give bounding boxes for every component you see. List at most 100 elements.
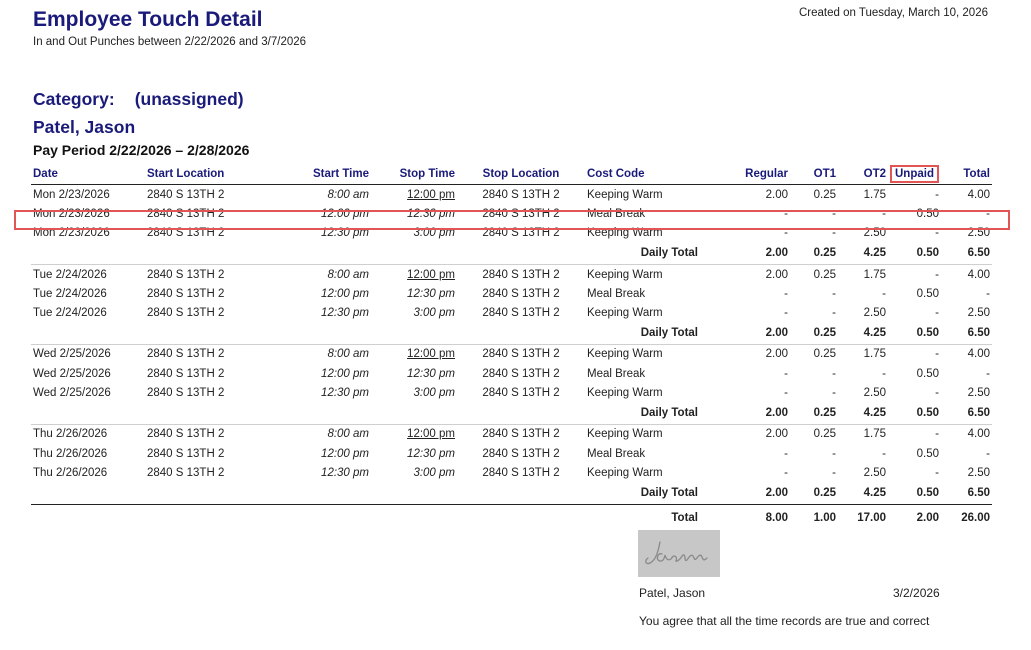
cell-stop-location: 2840 S 13TH 2: [482, 227, 560, 240]
cell-ot2: 2.50: [863, 227, 886, 240]
category-value: (unassigned): [134, 89, 244, 109]
cell-date: Thu 2/26/2026: [33, 466, 108, 479]
cell-total: 26.00: [961, 511, 990, 524]
stop-time-value: 12:00 pm: [407, 348, 455, 361]
cell-ot1: 0.25: [790, 242, 838, 265]
col-start-time: Start Time: [277, 164, 371, 185]
cell-unpaid: 0.50: [916, 367, 939, 380]
cell-ot1: -: [832, 307, 836, 320]
col-stop-location: Stop Location: [457, 164, 585, 185]
cell-unpaid: 0.50: [888, 402, 941, 425]
cell-date: Wed 2/25/2026: [33, 367, 111, 380]
cell-unpaid: 0.50: [916, 447, 939, 460]
cell-ot1: 0.25: [790, 322, 838, 345]
cell-total: 4.00: [967, 428, 990, 441]
grand-total-label: Total: [671, 511, 698, 524]
agreement-text: You agree that all the time records are …: [639, 614, 930, 628]
cell-regular: -: [784, 287, 788, 300]
cell-ot2: 4.25: [838, 242, 888, 265]
cell-cost-code: Meal Break: [587, 367, 646, 380]
cell-total: -: [986, 207, 990, 220]
cell-date: Thu 2/26/2026: [33, 428, 108, 441]
cell-start-time: 8:00 am: [327, 348, 369, 361]
cell-start-location: 2840 S 13TH 2: [147, 227, 225, 240]
cell-start-time: 12:00 pm: [321, 447, 369, 460]
cell-regular: 2.00: [765, 348, 788, 361]
cell-start-time: 12:30 pm: [321, 466, 369, 479]
table-row: Tue 2/24/2026 2840 S 13TH 2 12:30 pm 3:0…: [31, 303, 992, 322]
cell-start-time: 12:30 pm: [321, 387, 369, 400]
cell-date: Tue 2/24/2026: [33, 287, 107, 300]
cell-start-location: 2840 S 13TH 2: [147, 447, 225, 460]
cell-regular: -: [784, 466, 788, 479]
cell-ot1: 0.25: [790, 482, 838, 505]
table-row: Thu 2/26/2026 2840 S 13TH 2 12:00 pm 12:…: [31, 444, 992, 463]
table-row: Wed 2/25/2026 2840 S 13TH 2 12:30 pm 3:0…: [31, 383, 992, 402]
cell-cost-code: Keeping Warm: [587, 428, 663, 441]
cell-total: 4.00: [967, 348, 990, 361]
cell-ot1: 0.25: [813, 268, 836, 281]
cell-start-location: 2840 S 13TH 2: [147, 348, 225, 361]
daily-total-row: Daily Total 2.00 0.25 4.25 0.50 6.50: [31, 482, 992, 505]
cell-stop-time: 12:00 pm: [371, 264, 457, 284]
cell-total: 6.50: [941, 322, 992, 345]
cell-cost-code: Keeping Warm: [587, 307, 663, 320]
daily-total-row: Daily Total 2.00 0.25 4.25 0.50 6.50: [31, 242, 992, 265]
cell-ot1: 0.25: [790, 402, 838, 425]
table-row: Wed 2/25/2026 2840 S 13TH 2 12:00 pm 12:…: [31, 364, 992, 383]
cell-regular: 2.00: [765, 428, 788, 441]
cell-start-time: 12:30 pm: [321, 307, 369, 320]
cell-cost-code: Meal Break: [587, 287, 646, 300]
grand-total-row: Total 8.00 1.00 17.00 2.00 26.00: [31, 504, 992, 531]
cell-regular: -: [784, 447, 788, 460]
highlighted-row-box: [14, 210, 1010, 230]
cell-total: -: [986, 287, 990, 300]
cell-start-location: 2840 S 13TH 2: [147, 307, 225, 320]
stop-time-value: 12:00 pm: [407, 188, 455, 201]
cell-total: -: [986, 447, 990, 460]
table-row: Thu 2/26/2026 2840 S 13TH 2 8:00 am 12:0…: [31, 424, 992, 444]
cell-date: Wed 2/25/2026: [33, 387, 111, 400]
daily-total-row: Daily Total 2.00 0.25 4.25 0.50 6.50: [31, 402, 992, 425]
cell-stop-time: 3:00 pm: [413, 466, 455, 479]
cell-ot2: -: [882, 287, 886, 300]
signature-image: [638, 530, 720, 577]
table-row: Tue 2/24/2026 2840 S 13TH 2 12:00 pm 12:…: [31, 284, 992, 303]
cell-date: Thu 2/26/2026: [33, 447, 108, 460]
cell-ot2: -: [882, 447, 886, 460]
cell-regular: -: [784, 227, 788, 240]
cell-stop-location: 2840 S 13TH 2: [482, 287, 560, 300]
cell-ot1: -: [832, 287, 836, 300]
col-cost-code: Cost Code: [585, 164, 700, 185]
daily-total-row: Daily Total 2.00 0.25 4.25 0.50 6.50: [31, 322, 992, 345]
cell-cost-code: Keeping Warm: [587, 348, 663, 361]
table-row: Wed 2/25/2026 2840 S 13TH 2 8:00 am 12:0…: [31, 344, 992, 364]
cell-unpaid: 0.50: [888, 242, 941, 265]
cell-stop-location: 2840 S 13TH 2: [482, 466, 560, 479]
cell-cost-code: Meal Break: [587, 447, 646, 460]
cell-stop-location: 2840 S 13TH 2: [482, 348, 560, 361]
cell-ot2: 2.50: [863, 307, 886, 320]
cell-ot1: 0.25: [813, 348, 836, 361]
signature-name: Patel, Jason: [639, 586, 706, 600]
cell-ot2: 4.25: [838, 482, 888, 505]
cell-ot2: 1.75: [863, 188, 886, 201]
cell-cost-code: Keeping Warm: [587, 466, 663, 479]
cell-ot1: 1.00: [813, 511, 836, 524]
category-heading: Category: (unassigned): [33, 89, 244, 110]
cell-start-location: 2840 S 13TH 2: [147, 466, 225, 479]
cell-ot1: -: [832, 447, 836, 460]
cell-start-time: 8:00 am: [327, 188, 369, 201]
cell-ot2: 1.75: [863, 348, 886, 361]
cell-stop-location: 2840 S 13TH 2: [482, 307, 560, 320]
cell-unpaid: 2.00: [916, 511, 939, 524]
cell-stop-time: 12:00 pm: [371, 344, 457, 364]
cell-ot1: -: [832, 466, 836, 479]
report-title: Employee Touch Detail: [33, 8, 263, 31]
cell-start-location: 2840 S 13TH 2: [147, 428, 225, 441]
table-row: Tue 2/24/2026 2840 S 13TH 2 8:00 am 12:0…: [31, 264, 992, 284]
cell-unpaid: -: [935, 428, 939, 441]
cell-cost-code: Keeping Warm: [587, 268, 663, 281]
cell-date: Wed 2/25/2026: [33, 348, 111, 361]
cell-ot1: 0.25: [813, 188, 836, 201]
